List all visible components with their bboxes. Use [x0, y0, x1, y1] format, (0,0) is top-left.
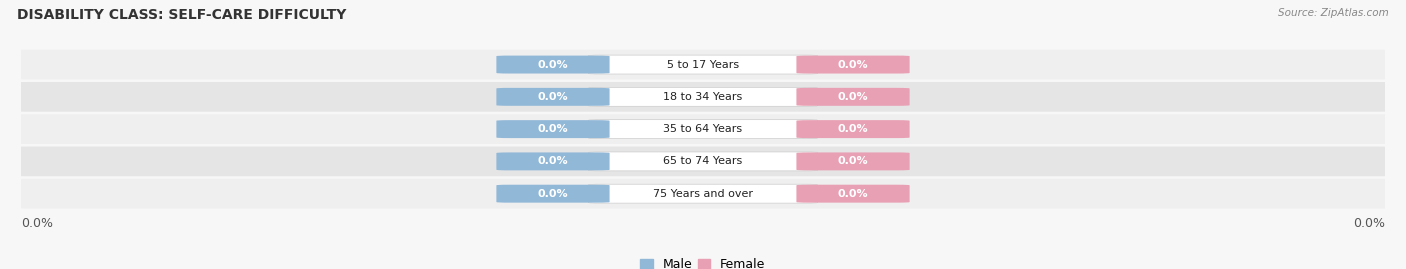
- FancyBboxPatch shape: [14, 82, 1392, 112]
- FancyBboxPatch shape: [796, 120, 910, 138]
- Text: 0.0%: 0.0%: [838, 156, 869, 167]
- FancyBboxPatch shape: [589, 184, 817, 203]
- FancyBboxPatch shape: [589, 55, 817, 74]
- Text: 0.0%: 0.0%: [838, 124, 869, 134]
- FancyBboxPatch shape: [14, 114, 1392, 144]
- Text: 75 Years and over: 75 Years and over: [652, 189, 754, 199]
- FancyBboxPatch shape: [14, 147, 1392, 176]
- Text: 0.0%: 0.0%: [838, 59, 869, 70]
- Text: 5 to 17 Years: 5 to 17 Years: [666, 59, 740, 70]
- Text: 0.0%: 0.0%: [537, 59, 568, 70]
- Text: 0.0%: 0.0%: [21, 217, 53, 230]
- FancyBboxPatch shape: [796, 185, 910, 203]
- Legend: Male, Female: Male, Female: [636, 253, 770, 269]
- Text: 0.0%: 0.0%: [537, 189, 568, 199]
- Text: DISABILITY CLASS: SELF-CARE DIFFICULTY: DISABILITY CLASS: SELF-CARE DIFFICULTY: [17, 8, 346, 22]
- FancyBboxPatch shape: [589, 152, 817, 171]
- Text: 0.0%: 0.0%: [838, 189, 869, 199]
- FancyBboxPatch shape: [496, 120, 610, 138]
- Text: 18 to 34 Years: 18 to 34 Years: [664, 92, 742, 102]
- FancyBboxPatch shape: [796, 56, 910, 73]
- FancyBboxPatch shape: [496, 185, 610, 203]
- FancyBboxPatch shape: [14, 50, 1392, 79]
- FancyBboxPatch shape: [796, 88, 910, 106]
- Text: 0.0%: 0.0%: [537, 124, 568, 134]
- Text: 0.0%: 0.0%: [1353, 217, 1385, 230]
- FancyBboxPatch shape: [796, 153, 910, 170]
- FancyBboxPatch shape: [14, 179, 1392, 208]
- Text: 0.0%: 0.0%: [838, 92, 869, 102]
- FancyBboxPatch shape: [496, 56, 610, 73]
- Text: 0.0%: 0.0%: [537, 92, 568, 102]
- Text: 65 to 74 Years: 65 to 74 Years: [664, 156, 742, 167]
- Text: Source: ZipAtlas.com: Source: ZipAtlas.com: [1278, 8, 1389, 18]
- FancyBboxPatch shape: [589, 120, 817, 139]
- FancyBboxPatch shape: [496, 153, 610, 170]
- FancyBboxPatch shape: [589, 87, 817, 106]
- Text: 0.0%: 0.0%: [537, 156, 568, 167]
- FancyBboxPatch shape: [496, 88, 610, 106]
- Text: 35 to 64 Years: 35 to 64 Years: [664, 124, 742, 134]
